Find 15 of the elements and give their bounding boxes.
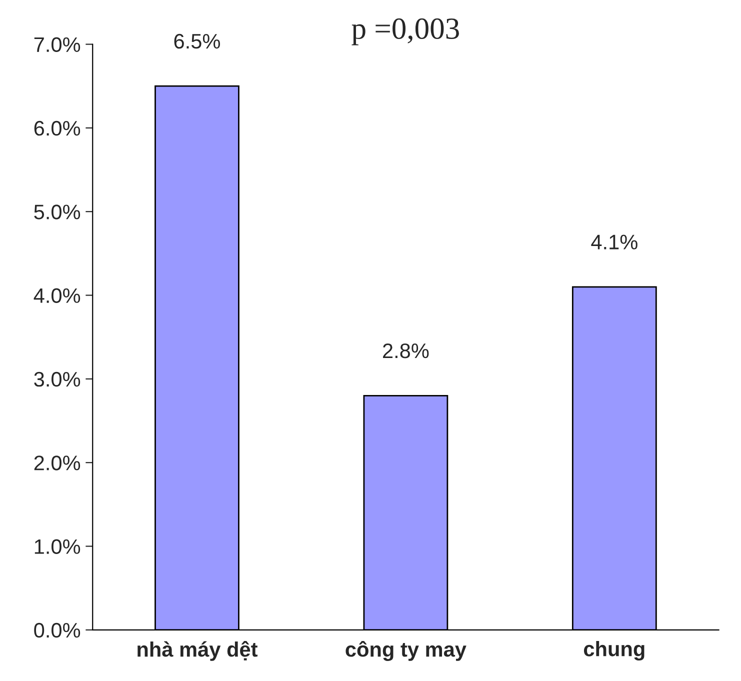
y-tick-label: 6.0% [34,120,80,136]
y-tick-label: 2.0% [34,456,80,470]
data-label: 4.1% [591,234,638,250]
y-tick-label: 7.0% [34,37,80,52]
y-tick-label: 4.0% [34,288,80,304]
chart-title: p =0,003 [352,18,459,46]
y-tick-label: 3.0% [34,372,80,387]
y-tick-label: 0.0% [34,622,80,638]
y-tick-label: 1.0% [34,539,80,554]
x-tick-label: chung [584,641,644,661]
data-label: 2.8% [383,343,429,358]
x-tick-label: nhà máy dệt [138,641,258,661]
x-tick-label: công ty may [346,641,466,662]
data-label: 6.5% [174,34,220,49]
y-tick-label: 5.0% [34,204,80,220]
